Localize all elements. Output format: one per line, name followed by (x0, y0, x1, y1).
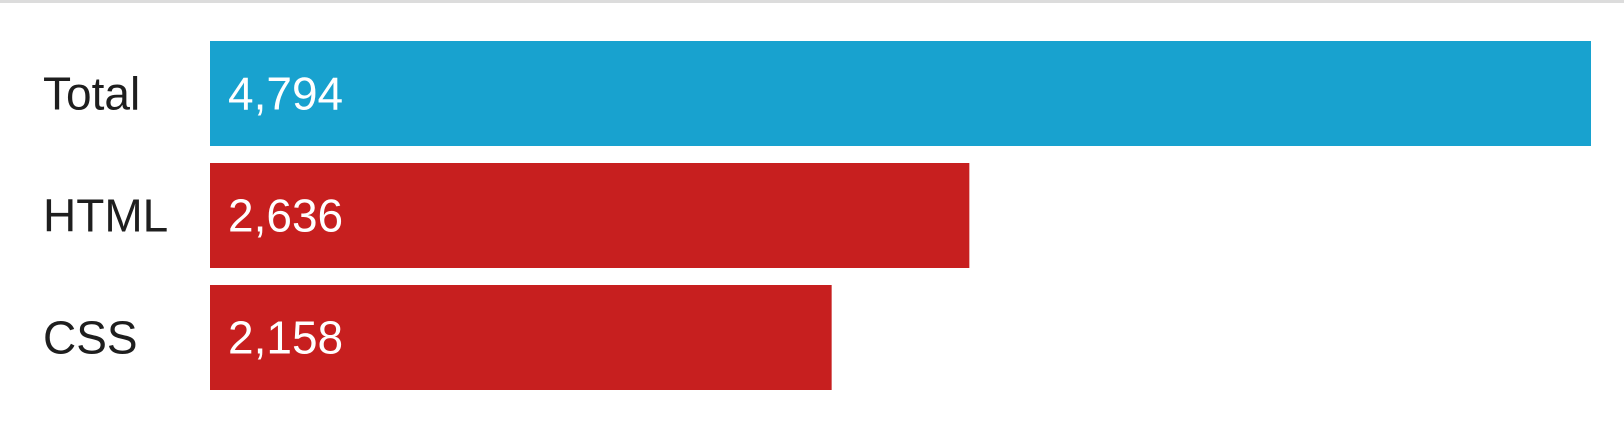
category-label-css: CSS (43, 312, 138, 364)
category-label-html: HTML (43, 190, 168, 242)
value-label-total: 4,794 (228, 68, 343, 120)
category-labels: Total HTML CSS (43, 68, 168, 364)
category-label-total: Total (43, 68, 140, 120)
bars (210, 41, 1591, 390)
value-label-css: 2,158 (228, 312, 343, 364)
bar-total (210, 41, 1591, 146)
value-label-html: 2,636 (228, 190, 343, 242)
value-labels: 4,794 2,636 2,158 (228, 68, 343, 364)
